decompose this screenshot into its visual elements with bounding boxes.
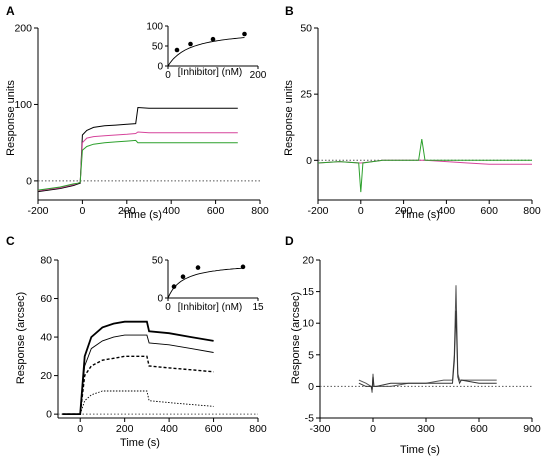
- y-tick-label: 25: [300, 89, 312, 101]
- x-tick-label: 400: [160, 423, 178, 435]
- x-tick-label: 900: [523, 423, 541, 435]
- series-line-2: [62, 355, 214, 415]
- panel-c-inset-xlabel: [Inhibitor] (nM): [178, 302, 242, 313]
- panel-a: A Time (s) Response units [Inhibitor] (n…: [5, 4, 269, 221]
- x-tick-label: 800: [251, 205, 269, 217]
- panel-c-inset-y-tick-label: 50: [152, 256, 164, 267]
- panel-a-inset-fit-curve: [167, 37, 245, 67]
- panel-a-inset-y-tick-label: 100: [146, 22, 163, 33]
- panel-a-ylabel: Response units: [5, 80, 17, 156]
- panel-a-inset-data-point: [210, 36, 216, 42]
- y-tick-label: 200: [14, 23, 32, 35]
- y-tick-label: 80: [40, 255, 52, 267]
- series-line-0: [62, 320, 214, 416]
- series-line-2: [37, 139, 238, 191]
- panel-c-label: C: [6, 234, 15, 248]
- x-tick-label: 200: [395, 205, 413, 217]
- x-tick-label: 0: [358, 205, 364, 217]
- x-tick-label: -200: [27, 205, 48, 217]
- panel-b-label: B: [285, 4, 294, 18]
- x-tick-label: 0: [79, 205, 85, 217]
- panel-c: C Time (s) Response (arcsec) [Inhibitor]…: [6, 234, 267, 449]
- series-line-1: [62, 334, 214, 415]
- x-tick-label: 300: [417, 423, 435, 435]
- x-tick-label: 0: [77, 423, 83, 435]
- panel-d-ylabel: Response (arcsec): [290, 292, 302, 384]
- panel-a-inset-x-tick-label: 0: [165, 70, 171, 81]
- y-tick-label: 0: [46, 409, 52, 421]
- panel-d-xlabel: Time (s): [400, 444, 440, 456]
- series-line-3: [62, 390, 214, 415]
- panel-c-inset-data-point: [240, 264, 246, 270]
- panel-c-xlabel: Time (s): [120, 437, 160, 449]
- x-tick-label: 400: [438, 205, 456, 217]
- series-line-1: [358, 310, 497, 390]
- x-tick-label: 600: [480, 205, 498, 217]
- panel-a-label: A: [6, 4, 15, 18]
- series-line-0: [37, 106, 238, 193]
- x-tick-label: 800: [249, 423, 267, 435]
- panel-a-inset-x-tick-label: 200: [250, 70, 267, 81]
- y-tick-label: 0: [308, 381, 314, 393]
- y-tick-label: 40: [40, 332, 52, 344]
- panel-c-inset-data-point: [180, 274, 186, 280]
- y-tick-label: 60: [40, 293, 52, 305]
- x-tick-label: 400: [162, 205, 180, 217]
- y-tick-label: -5: [305, 413, 314, 425]
- panel-a-xlabel: Time (s): [122, 209, 162, 221]
- panel-c-inset-fit-curve: [167, 267, 244, 299]
- panel-c-inset-x-tick-label: 15: [252, 302, 264, 313]
- panel-a-inset-data-point: [242, 31, 247, 37]
- y-tick-label: 5: [308, 349, 314, 361]
- x-tick-label: 600: [207, 205, 225, 217]
- panel-b-xlabel: Time (s): [400, 209, 440, 221]
- panel-a-inset-xlabel: [Inhibitor] (nM): [178, 67, 242, 78]
- panel-a-inset-y-tick-label: 50: [152, 42, 164, 53]
- x-tick-label: 0: [370, 423, 376, 435]
- x-tick-label: 600: [470, 423, 488, 435]
- panel-c-inset-data-point: [171, 284, 177, 289]
- y-tick-label: 100: [14, 99, 32, 111]
- series-line-1: [37, 131, 238, 192]
- panel-d: D Time (s) Response (arcsec) -300 0 300 600…: [285, 234, 541, 456]
- panel-c-inset-data-point: [195, 265, 201, 270]
- panel-c-inset-y-tick-label: 0: [157, 294, 163, 305]
- y-tick-label: 15: [302, 286, 314, 298]
- panel-b-ylabel: Response units: [283, 80, 295, 156]
- y-tick-label: 10: [302, 318, 314, 330]
- series-line-0: [358, 285, 497, 393]
- panel-b: B Time (s) Response units -200 0 200 400 600…: [283, 4, 541, 221]
- panel-a-inset-data-point: [188, 41, 193, 47]
- y-tick-label: 50: [300, 23, 312, 35]
- x-tick-label: -200: [307, 205, 328, 217]
- x-tick-label: 800: [523, 205, 541, 217]
- panel-c-ylabel: Response (arcsec): [15, 292, 27, 384]
- panel-a-inset-data-point: [174, 47, 180, 53]
- x-tick-label: 600: [205, 423, 223, 435]
- x-tick-label: -300: [309, 423, 330, 435]
- x-tick-label: 200: [118, 205, 136, 217]
- y-tick-label: 0: [26, 175, 32, 187]
- x-tick-label: 200: [116, 423, 134, 435]
- y-tick-label: 20: [40, 370, 52, 382]
- series-line-1: [317, 139, 532, 193]
- y-tick-label: 0: [306, 155, 312, 167]
- panel-d-label: D: [285, 234, 294, 248]
- panel-c-inset-x-tick-label: 0: [165, 302, 171, 313]
- panel-a-inset-y-tick-label: 0: [157, 62, 163, 73]
- y-tick-label: 20: [302, 255, 314, 267]
